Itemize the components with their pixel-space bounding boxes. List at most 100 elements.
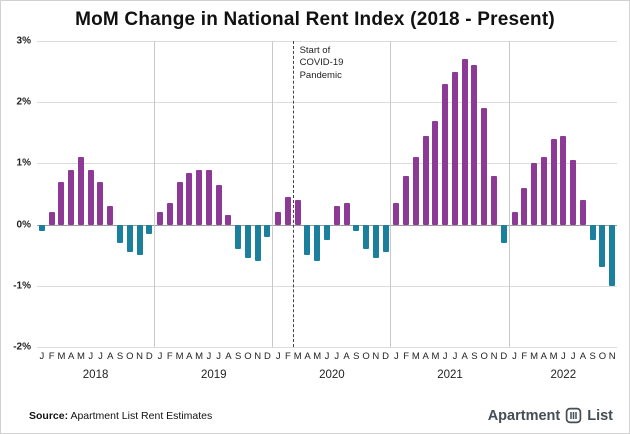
bar-cell (155, 41, 165, 347)
bar-2022-6 (560, 135, 567, 225)
bar-2022-5 (550, 138, 557, 225)
bar-cell (283, 41, 293, 347)
bar-cell (351, 41, 361, 347)
year-group-2018 (37, 41, 154, 347)
month-label: A (304, 351, 311, 362)
month-label: M (57, 351, 66, 362)
month-label: A (68, 351, 75, 362)
bar-2019-3 (176, 181, 183, 225)
bar-2021-6 (442, 83, 449, 225)
month-label: J (206, 351, 212, 362)
month-label: O (480, 351, 488, 362)
bar-2019-4 (186, 172, 193, 225)
month-label: N (490, 351, 498, 362)
bar-2022-10 (599, 224, 606, 268)
bar-cell (578, 41, 588, 347)
month-label: F (521, 351, 528, 362)
bar-2022-7 (570, 160, 577, 225)
bar-2020-4 (304, 224, 311, 256)
bar-cell (529, 41, 539, 347)
month-label: A (186, 351, 193, 362)
year-group-2021 (390, 41, 508, 347)
bar-cell (312, 41, 322, 347)
month-label: S (471, 351, 478, 362)
pandemic-start-line (292, 41, 294, 347)
bar-2018-10 (126, 224, 133, 253)
bar-cell (47, 41, 57, 347)
bar-cell (401, 41, 411, 347)
month-label: N (254, 351, 262, 362)
bar-cell (184, 41, 194, 347)
bar-2019-11 (254, 224, 261, 262)
month-label: F (166, 351, 173, 362)
bar-cell (450, 41, 460, 347)
bar-2022-8 (579, 200, 586, 225)
bar-2022-3 (531, 163, 538, 225)
month-label: J (334, 351, 340, 362)
bar-cell (253, 41, 263, 347)
bar-2020-9 (353, 224, 360, 231)
month-label: J (452, 351, 458, 362)
month-label: M (549, 351, 558, 362)
bar-cell (549, 41, 559, 347)
gridline (37, 102, 617, 104)
bar-2019-2 (166, 203, 173, 225)
month-label: A (343, 351, 350, 362)
month-label: F (403, 351, 410, 362)
logo-text-list: List (587, 407, 613, 424)
bar-2019-10 (244, 224, 251, 259)
month-label: J (570, 351, 576, 362)
bar-2018-8 (107, 206, 114, 225)
bar-2018-2 (48, 212, 55, 225)
month-label: D (382, 351, 390, 362)
bar-cell (499, 41, 509, 347)
bar-2019-1 (157, 212, 164, 225)
bar-cell (105, 41, 115, 347)
bar-cell (558, 41, 568, 347)
bar-cell (144, 41, 154, 347)
source-label: Source: (29, 409, 69, 422)
bar-2019-9 (235, 224, 242, 250)
month-label: J (216, 351, 221, 362)
bar-2019-6 (205, 169, 212, 225)
bar-cell (440, 41, 450, 347)
bar-2020-5 (314, 224, 321, 262)
bar-2020-3 (294, 200, 301, 225)
gridline (37, 285, 617, 287)
month-label: F (48, 351, 55, 362)
gridline (37, 163, 617, 165)
bar-cell (115, 41, 125, 347)
bar-2018-5 (77, 157, 84, 225)
bar-cell (431, 41, 441, 347)
year-label-2019: 2019 (200, 369, 227, 381)
bar-2019-7 (215, 184, 222, 225)
month-label: M (313, 351, 322, 362)
bar-cell (243, 41, 253, 347)
month-label: J (393, 351, 399, 362)
bar-cell (510, 41, 520, 347)
bar-2020-1 (275, 212, 282, 225)
year-group-2020 (272, 41, 390, 347)
bar-2021-11 (491, 175, 497, 225)
bar-2021-8 (461, 59, 468, 225)
month-label: O (362, 351, 370, 362)
month-label: J (560, 351, 566, 362)
bar-2021-10 (481, 108, 488, 225)
bar-2021-5 (432, 120, 439, 225)
annotation-line: COVID-19 (299, 57, 344, 69)
bar-2021-1 (393, 203, 400, 225)
bar-2020-7 (333, 206, 340, 225)
month-label: M (76, 351, 85, 362)
bar-2018-9 (117, 224, 123, 243)
year-group-2022 (508, 41, 617, 347)
bar-cell (322, 41, 332, 347)
bar-2022-4 (540, 157, 547, 225)
month-label: M (175, 351, 184, 362)
y-tick-label: 0% (16, 219, 31, 231)
month-label: D (264, 351, 271, 362)
